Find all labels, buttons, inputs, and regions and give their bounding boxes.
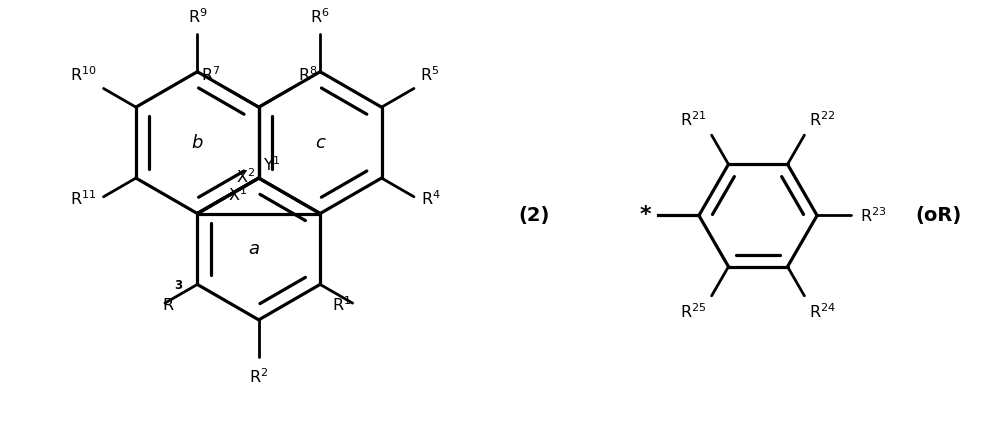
Text: $\mathrm{R}^9$: $\mathrm{R}^9$ <box>188 8 207 27</box>
Text: *: * <box>640 205 652 226</box>
Text: c: c <box>315 133 325 151</box>
Text: $\mathrm{R}$: $\mathrm{R}$ <box>162 297 174 313</box>
Text: $\mathrm{X}^1$: $\mathrm{X}^1$ <box>228 185 247 204</box>
Text: $\mathrm{R}^{23}$: $\mathrm{R}^{23}$ <box>860 206 886 225</box>
Text: (2): (2) <box>519 206 550 225</box>
Text: $\mathrm{R}^7$: $\mathrm{R}^7$ <box>201 65 220 84</box>
Text: $\mathrm{R}^4$: $\mathrm{R}^4$ <box>421 189 441 208</box>
Text: $\mathrm{R}^6$: $\mathrm{R}^6$ <box>310 8 330 27</box>
Text: $\mathrm{R}^{22}$: $\mathrm{R}^{22}$ <box>809 110 836 129</box>
Text: b: b <box>192 133 203 151</box>
Text: (oR): (oR) <box>915 206 961 225</box>
Text: $\mathrm{R}^1$: $\mathrm{R}^1$ <box>332 296 351 314</box>
Text: $\mathrm{R}^{21}$: $\mathrm{R}^{21}$ <box>680 110 707 129</box>
Text: $\mathrm{Y}^1$: $\mathrm{Y}^1$ <box>263 155 281 174</box>
Text: $\mathrm{R}^{25}$: $\mathrm{R}^{25}$ <box>680 302 707 321</box>
Text: 3: 3 <box>174 279 182 292</box>
Text: $\mathrm{X}^2$: $\mathrm{X}^2$ <box>236 167 255 186</box>
Text: $\mathrm{R}^{10}$: $\mathrm{R}^{10}$ <box>70 65 97 84</box>
Text: $\mathrm{R}^2$: $\mathrm{R}^2$ <box>249 367 268 386</box>
Text: $\mathrm{R}^{11}$: $\mathrm{R}^{11}$ <box>70 189 96 208</box>
Text: a: a <box>248 240 259 258</box>
Text: $\mathrm{R}^{24}$: $\mathrm{R}^{24}$ <box>809 302 836 321</box>
Text: $\mathrm{R}^5$: $\mathrm{R}^5$ <box>420 65 440 84</box>
Text: $\mathrm{R}^8$: $\mathrm{R}^8$ <box>298 65 317 84</box>
